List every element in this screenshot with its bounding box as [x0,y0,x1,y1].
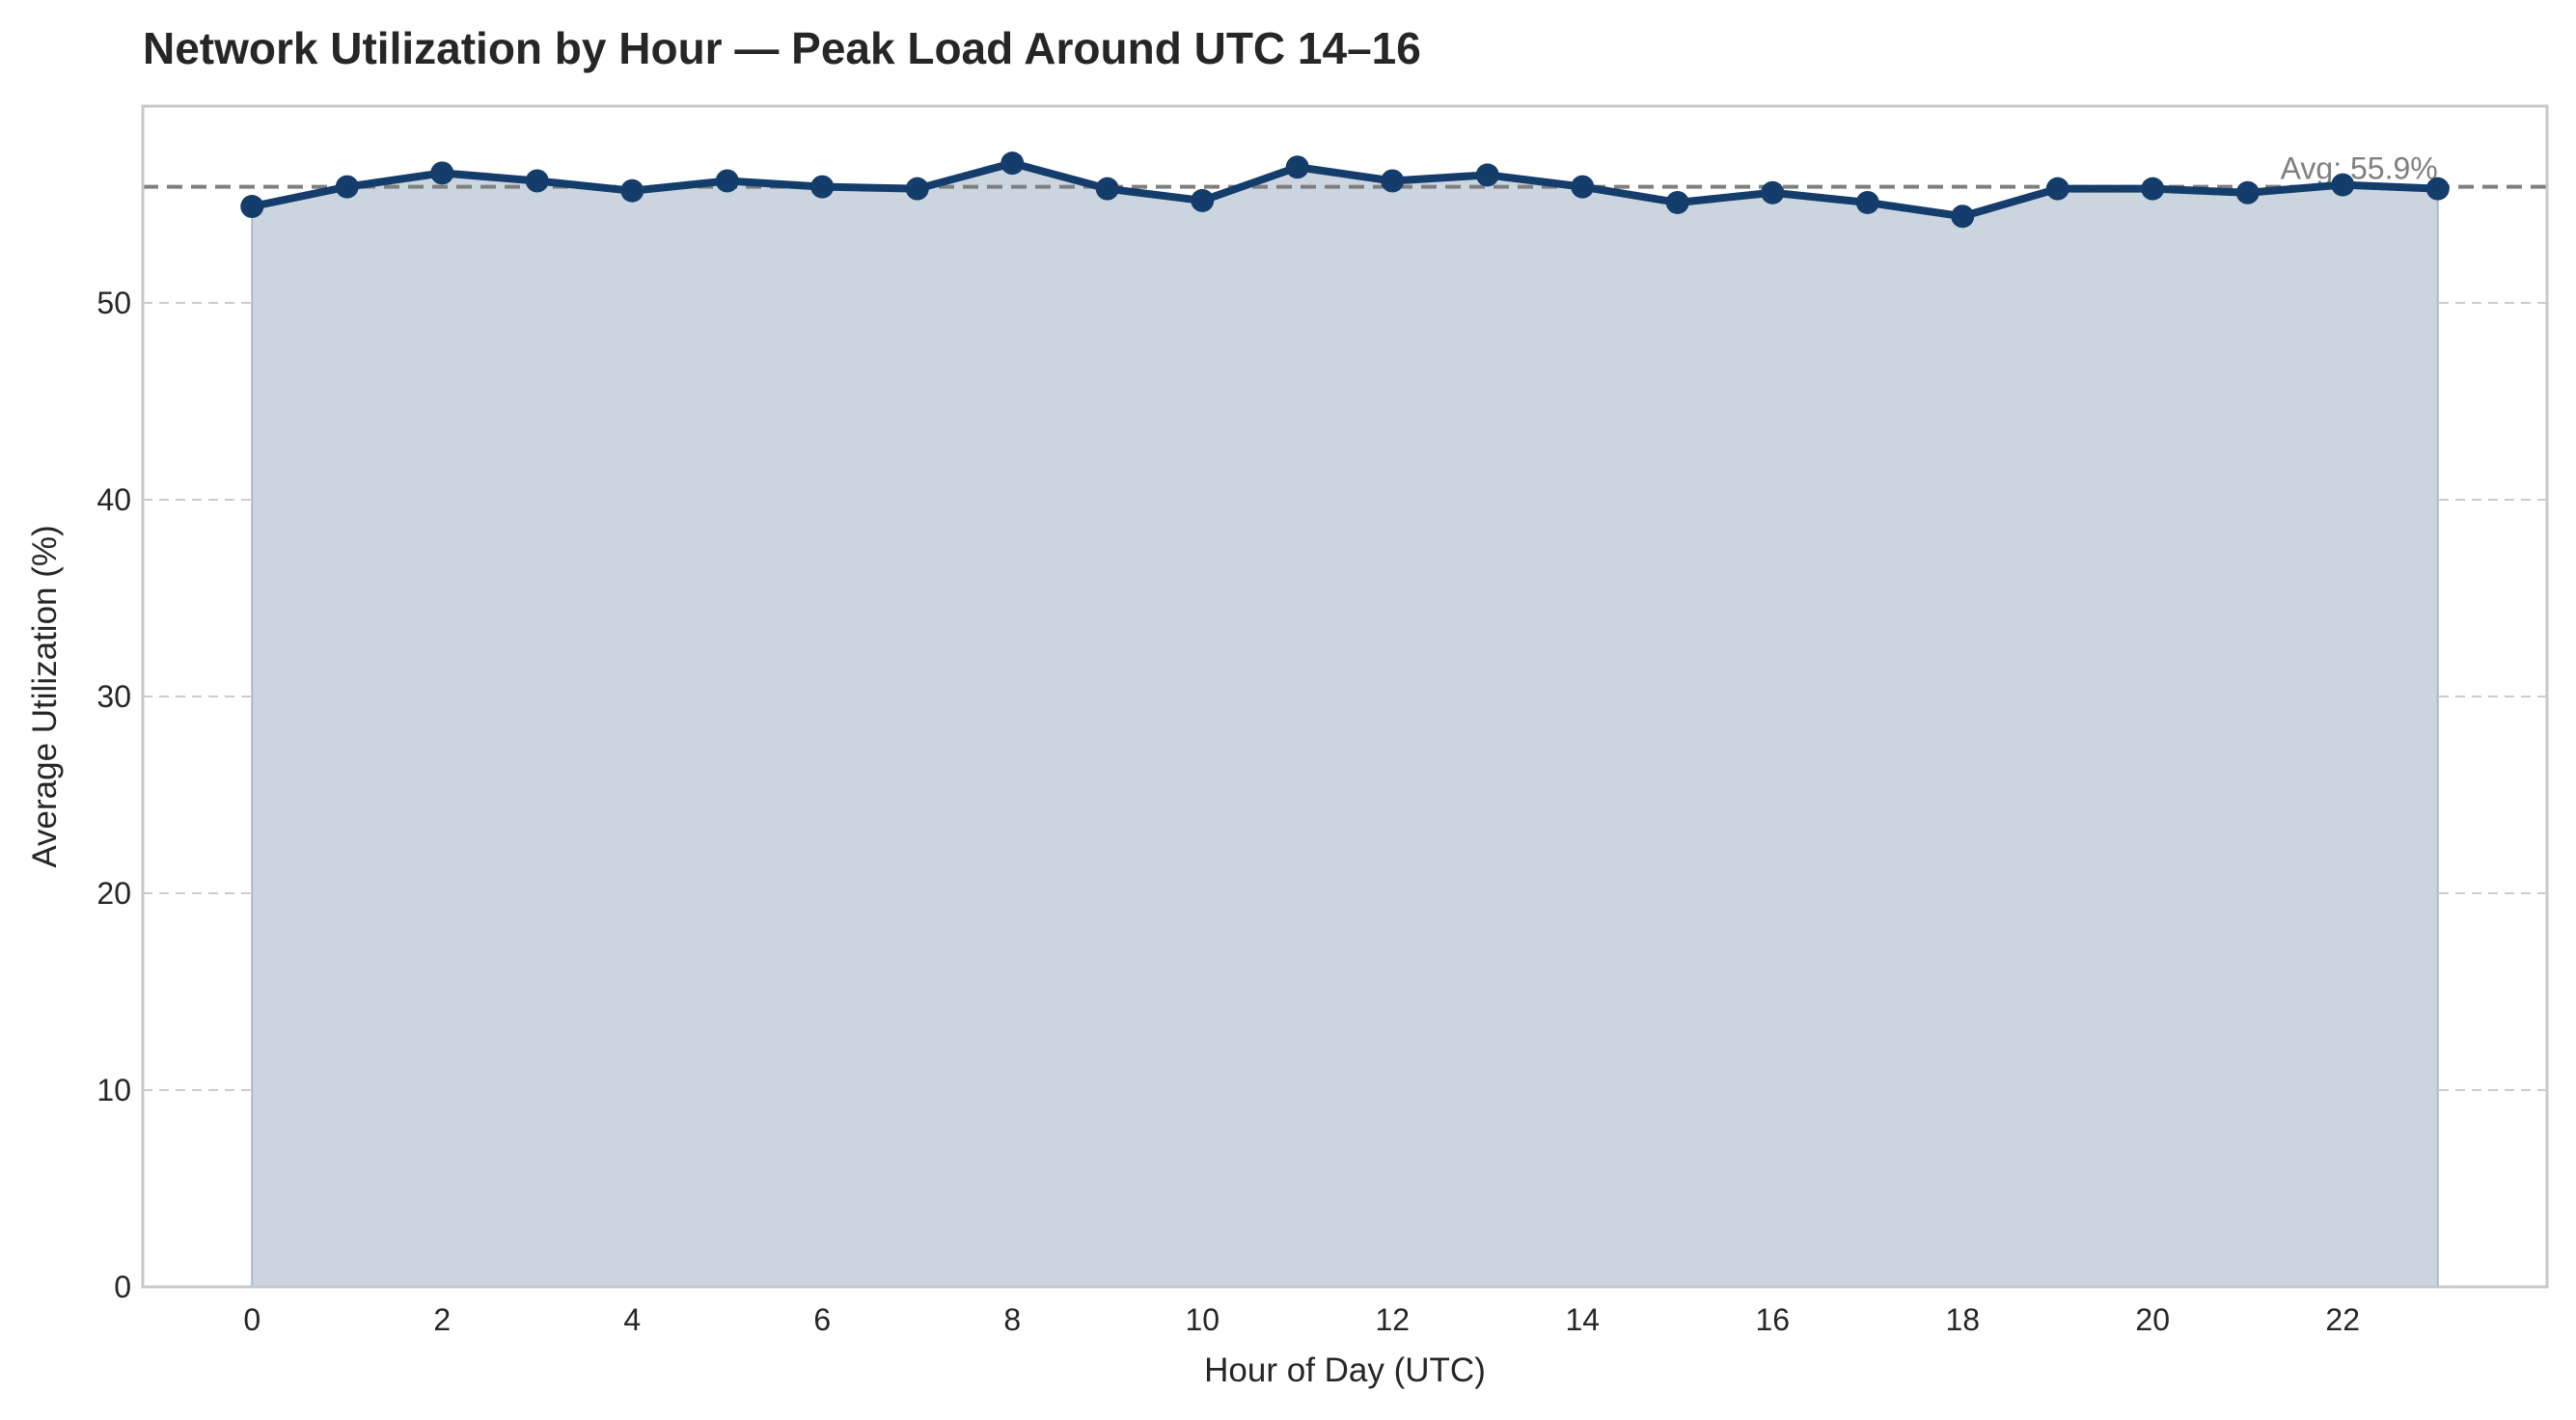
data-point-1 [335,175,359,199]
data-point-3 [525,169,549,193]
x-axis-label: Hour of Day (UTC) [1204,1352,1486,1389]
x-tick-label-14: 14 [1565,1302,1600,1337]
data-point-19 [2045,177,2069,201]
x-tick-label-2: 2 [433,1302,451,1337]
y-tick-label-10: 10 [96,1073,131,1107]
data-point-4 [620,178,644,203]
y-tick-label-0: 0 [114,1270,131,1304]
data-point-22 [2331,173,2355,197]
x-tick-label-8: 8 [1003,1302,1021,1337]
average-label: Avg: 55.9% [2281,151,2438,186]
data-point-0 [240,195,264,219]
data-point-21 [2235,180,2260,205]
x-tick-label-0: 0 [243,1302,260,1337]
data-point-16 [1761,180,1785,205]
x-tick-label-12: 12 [1375,1302,1410,1337]
x-tick-label-6: 6 [813,1302,831,1337]
data-point-12 [1381,169,1405,193]
data-point-18 [1951,205,1975,229]
data-point-6 [810,175,835,199]
data-point-14 [1571,175,1595,199]
y-tick-labels: 0 10 20 30 40 50 [96,286,131,1304]
plot-frame [141,104,2549,1289]
data-point-11 [1285,155,1309,179]
line-layer [248,159,2442,221]
data-point-8 [1000,151,1025,176]
data-point-23 [2425,177,2450,201]
chart-title: Network Utilization by Hour — Peak Load … [143,23,1421,73]
x-tick-label-18: 18 [1945,1302,1980,1337]
y-tick-label-20: 20 [96,876,131,911]
points-layer [240,151,2450,229]
x-tick-label-10: 10 [1185,1302,1219,1337]
x-tick-label-16: 16 [1755,1302,1790,1337]
area-fill [251,162,2439,1288]
data-point-9 [1095,177,1119,201]
x-tick-label-22: 22 [2325,1302,2360,1337]
y-tick-label-40: 40 [96,482,131,517]
x-tick-label-20: 20 [2135,1302,2170,1337]
data-point-10 [1191,188,1215,212]
data-point-2 [430,161,454,185]
y-tick-label-30: 30 [96,679,131,714]
series-line [248,159,2442,221]
y-tick-label-50: 50 [96,286,131,320]
x-tick-label-4: 4 [623,1302,641,1337]
y-axis-label: Average Utilization (%) [26,525,64,867]
data-point-17 [1855,190,1879,214]
x-tick-labels: 0 2 4 6 8 10 12 14 16 18 20 22 [243,1302,2360,1337]
area-layer [251,162,2439,1288]
data-point-15 [1665,190,1689,214]
data-point-5 [715,169,739,193]
data-point-20 [2141,177,2165,201]
data-point-13 [1475,163,1499,187]
data-point-7 [905,177,929,201]
